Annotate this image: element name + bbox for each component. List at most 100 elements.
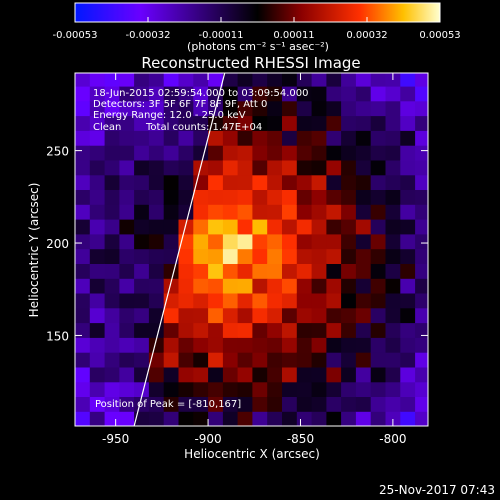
heatmap-cell: [311, 278, 327, 294]
heatmap-cell: [326, 337, 342, 353]
heatmap-cell: [134, 174, 150, 190]
heatmap-cell: [267, 100, 283, 117]
heatmap-cell: [415, 381, 428, 397]
heatmap-cell: [296, 73, 313, 87]
heatmap-cell: [341, 248, 357, 264]
heatmap-cell: [178, 204, 194, 220]
heatmap-cell: [282, 189, 298, 205]
heatmap-cell: [89, 307, 106, 324]
heatmap-cell: [370, 411, 387, 426]
heatmap-cell: [415, 337, 428, 353]
heatmap-cell: [370, 292, 387, 309]
heatmap-cell: [134, 73, 150, 87]
heatmap-cell: [252, 292, 268, 309]
heatmap-cell: [178, 278, 194, 294]
heatmap-cell: [119, 278, 135, 294]
heatmap-cell: [267, 204, 283, 220]
heatmap-cell: [252, 381, 268, 397]
heatmap-cell: [89, 115, 106, 131]
heatmap-cell: [385, 292, 401, 309]
heatmap-cell: [104, 174, 120, 190]
heatmap-cell: [163, 85, 180, 102]
heatmap-cell: [104, 322, 120, 338]
heatmap-cell: [355, 233, 372, 250]
heatmap-cell: [400, 381, 416, 397]
heatmap-cell: [222, 115, 239, 131]
heatmap-cell: [178, 337, 194, 353]
heatmap-cell: [415, 189, 428, 205]
heatmap-cell: [75, 130, 91, 146]
heatmap-cell: [89, 381, 106, 397]
heatmap-cell: [282, 352, 298, 368]
heatmap-cell: [311, 411, 327, 426]
heatmap-cell: [75, 292, 91, 309]
heatmap-cell: [208, 322, 224, 338]
heatmap-cell: [267, 411, 283, 426]
heatmap-cell: [267, 130, 283, 146]
heatmap-cell: [75, 366, 91, 383]
heatmap-cell: [267, 337, 283, 353]
heatmap-cell: [208, 366, 224, 383]
heatmap-cell: [222, 352, 239, 368]
heatmap-cell: [178, 307, 194, 324]
heatmap-cell: [296, 411, 313, 426]
heatmap-cell: [208, 130, 224, 146]
heatmap-cell: [208, 159, 224, 176]
heatmap-cell: [252, 204, 268, 220]
heatmap-cell: [148, 337, 165, 353]
heatmap-cell: [237, 352, 253, 368]
heatmap-cell: [208, 381, 224, 397]
heatmap-cell: [193, 396, 209, 412]
heatmap-cell: [163, 73, 180, 87]
heatmap-cell: [119, 263, 135, 279]
heatmap-cell: [134, 130, 150, 146]
heatmap-cell: [341, 233, 357, 250]
heatmap-cell: [311, 100, 327, 117]
heatmap-cell: [415, 145, 428, 161]
heatmap-cell: [163, 352, 180, 368]
heatmap-cell: [208, 337, 224, 353]
heatmap-cell: [370, 219, 387, 235]
heatmap-cell: [75, 115, 91, 131]
heatmap-cell: [341, 145, 357, 161]
heatmap-cell: [193, 248, 209, 264]
heatmap-cell: [267, 248, 283, 264]
heatmap-cell: [282, 307, 298, 324]
heatmap-cell: [104, 159, 120, 176]
heatmap-cell: [400, 233, 416, 250]
heatmap-cell: [252, 337, 268, 353]
heatmap-cell: [267, 307, 283, 324]
heatmap-cell: [148, 248, 165, 264]
heatmap-cell: [134, 381, 150, 397]
heatmap-cell: [326, 145, 342, 161]
heatmap-cell: [370, 248, 387, 264]
heatmap-cell: [193, 85, 209, 102]
heatmap-cell: [222, 189, 239, 205]
heatmap-cell: [75, 248, 91, 264]
heatmap-cell: [178, 381, 194, 397]
heatmap-cell: [282, 204, 298, 220]
heatmap-cell: [355, 248, 372, 264]
heatmap-cell: [370, 204, 387, 220]
heatmap-cell: [267, 145, 283, 161]
heatmap-cell: [282, 248, 298, 264]
heatmap-cell: [415, 307, 428, 324]
heatmap-cell: [355, 263, 372, 279]
heatmap-cell: [75, 233, 91, 250]
heatmap-cell: [163, 411, 180, 426]
heatmap-cell: [237, 219, 253, 235]
heatmap-cell: [89, 85, 106, 102]
heatmap-cell: [296, 115, 313, 131]
heatmap-cell: [119, 337, 135, 353]
heatmap-cell: [89, 396, 106, 412]
heatmap-cell: [75, 337, 91, 353]
heatmap-cell: [222, 248, 239, 264]
colorbar-units: (photons cm⁻² s⁻¹ asec⁻²): [187, 40, 329, 53]
heatmap-cell: [415, 292, 428, 309]
heatmap-cell: [311, 85, 327, 102]
heatmap-cell: [134, 100, 150, 117]
heatmap-cell: [75, 381, 91, 397]
heatmap-cell: [104, 85, 120, 102]
heatmap-cell: [104, 366, 120, 383]
heatmap-cell: [163, 337, 180, 353]
